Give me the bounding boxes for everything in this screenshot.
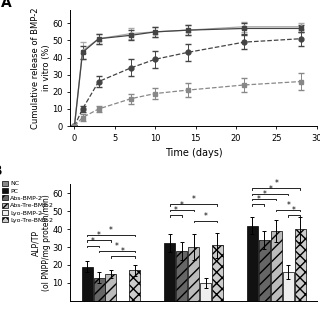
- Bar: [271, 231, 282, 301]
- Text: B: B: [0, 164, 2, 178]
- Legend: NC, PC, Abs-BMP-2, Abs-Tre-BMP-2, Lyo-BMP-2, Lyo-Tre-BMP-2: NC, PC, Abs-BMP-2, Abs-Tre-BMP-2, Lyo-BM…: [0, 178, 57, 225]
- Y-axis label: Cumulative release of BMP-2
in vitro (%): Cumulative release of BMP-2 in vitro (%): [31, 7, 51, 129]
- Text: *: *: [268, 185, 272, 194]
- Bar: [212, 245, 223, 301]
- Bar: [164, 244, 175, 301]
- X-axis label: Time (days): Time (days): [165, 148, 222, 158]
- Bar: [176, 251, 187, 301]
- Bar: [283, 272, 294, 301]
- Text: *: *: [274, 179, 278, 188]
- Bar: [295, 229, 306, 301]
- Bar: [93, 277, 105, 301]
- Text: *: *: [180, 201, 184, 210]
- Text: *: *: [121, 247, 125, 256]
- Bar: [82, 267, 92, 301]
- Text: *: *: [292, 206, 296, 215]
- Text: *: *: [174, 206, 178, 215]
- Bar: [106, 274, 116, 301]
- Bar: [247, 226, 258, 301]
- Text: *: *: [286, 201, 290, 210]
- Bar: [129, 270, 140, 301]
- Bar: [188, 247, 199, 301]
- Text: *: *: [204, 212, 207, 220]
- Text: *: *: [91, 236, 95, 246]
- Bar: [259, 240, 270, 301]
- Text: *: *: [192, 196, 196, 204]
- Text: *: *: [262, 190, 266, 199]
- Text: *: *: [256, 196, 260, 204]
- Text: *: *: [97, 231, 101, 240]
- Text: A: A: [1, 0, 12, 10]
- Bar: [200, 283, 211, 301]
- Y-axis label: ALP/TP
(ol PNPP/mg protein/min): ALP/TP (ol PNPP/mg protein/min): [31, 194, 51, 291]
- Text: *: *: [109, 226, 113, 235]
- Text: *: *: [115, 242, 119, 251]
